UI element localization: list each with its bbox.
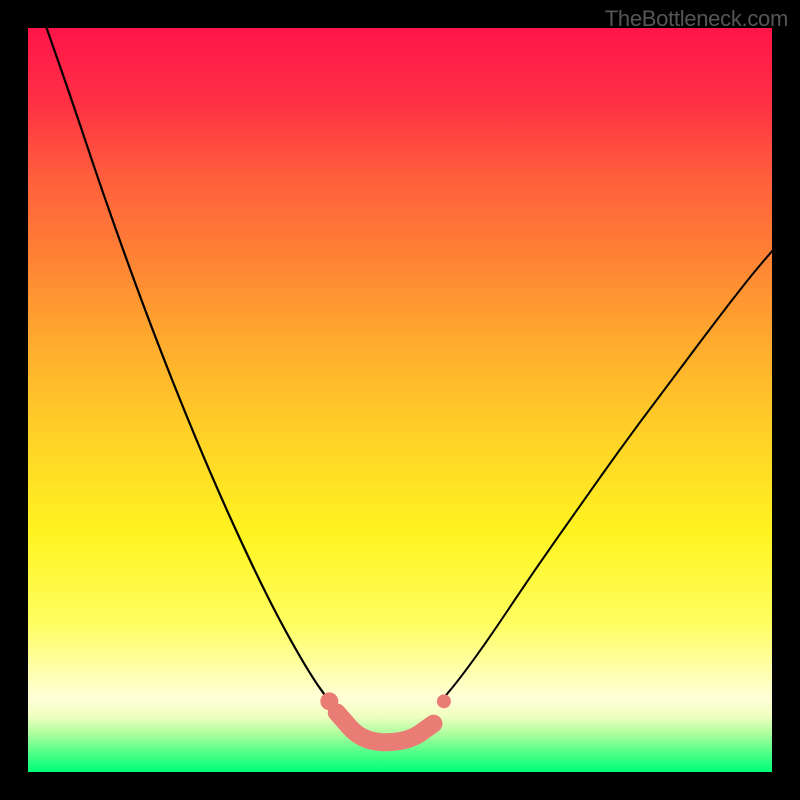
chart-container: TheBottleneck.com [0, 0, 800, 800]
watermark-text: TheBottleneck.com [605, 6, 788, 32]
plot-svg [28, 28, 772, 772]
plot-area [28, 28, 772, 772]
